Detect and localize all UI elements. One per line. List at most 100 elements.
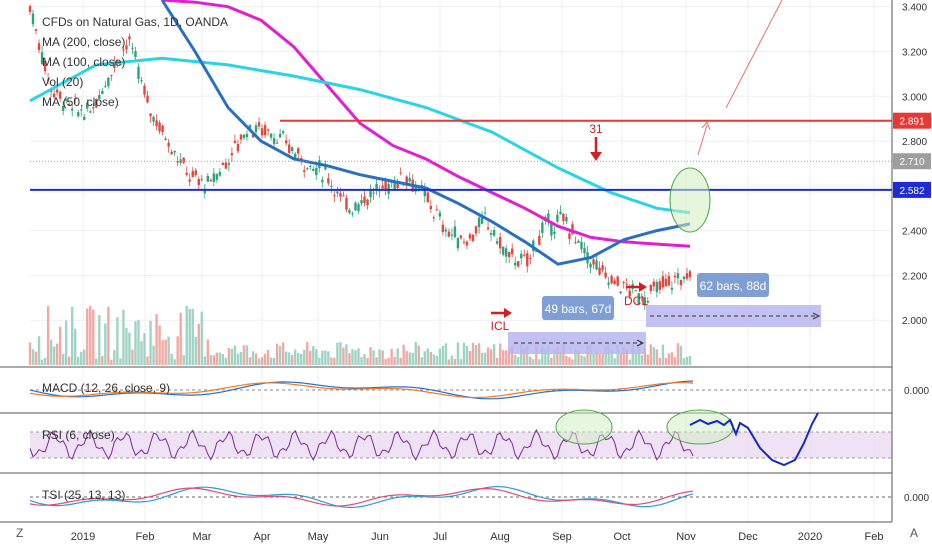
candle-body (354, 202, 357, 211)
callout-49-bars-bg (542, 296, 614, 320)
candle-body (541, 222, 544, 233)
volume-bar (333, 357, 336, 365)
candle-body (432, 217, 436, 219)
candle-body (152, 116, 155, 122)
arrow-icl-head (504, 308, 512, 318)
volume-bar (263, 353, 267, 365)
volume-bar (31, 349, 35, 365)
candle-body (275, 142, 279, 144)
candle-body (426, 192, 430, 203)
candle-body (333, 195, 336, 197)
label-31: 31 (589, 122, 603, 136)
candle-body (357, 204, 360, 211)
candle-body (658, 281, 662, 290)
volume-bar (86, 308, 89, 365)
volume-bar (164, 339, 167, 365)
candle-body (634, 290, 637, 292)
candle-body (393, 180, 396, 190)
volume-bar (574, 348, 577, 365)
volume-bar (444, 343, 448, 365)
candle-body (158, 122, 161, 132)
candle-body (161, 125, 164, 133)
volume-bar (450, 355, 454, 365)
volume-bar (182, 355, 185, 365)
volume-bar (517, 357, 520, 365)
macd-title: MACD (12, 26, close, 9) (42, 381, 170, 395)
volume-bar (601, 353, 604, 365)
x-tick-label: Mar (193, 531, 212, 543)
volume-bar (324, 350, 327, 365)
volume-bar (185, 305, 188, 365)
candle-body (327, 178, 330, 184)
candle-body (348, 209, 351, 213)
volume-bar (321, 350, 324, 365)
volume-bar (586, 345, 589, 365)
volume-bar (140, 341, 143, 365)
volume-bar (191, 308, 194, 365)
candle-body (486, 227, 490, 230)
candle-body (185, 172, 188, 175)
footer-left[interactable]: Z (16, 526, 23, 540)
x-axis-ticks: 2019 Feb Mar Apr May Jun Jul Aug Sep Oct Nov Dec 202… (71, 531, 884, 543)
candle-body (146, 95, 149, 103)
candle-body (556, 214, 559, 222)
candle-body (417, 188, 420, 190)
volume-bar (116, 317, 119, 365)
volume-bar (107, 306, 110, 365)
volume-bar (318, 357, 321, 365)
candle-body (83, 116, 86, 120)
y-tick-label: 2.200 (902, 271, 927, 282)
legend-symbol: CFDs on Natural Gas, 1D, OANDA (42, 15, 228, 29)
volume-bar (272, 357, 276, 365)
volume-bar (477, 343, 481, 365)
candle-body (688, 271, 692, 278)
candle-body (450, 234, 454, 236)
volume-bars (28, 305, 692, 365)
candle-body (574, 242, 577, 244)
price-tag-bg (893, 112, 931, 129)
candle-body (242, 134, 246, 138)
candle-body (233, 140, 237, 144)
candle-body (188, 179, 191, 182)
x-tick-label: Sep (552, 531, 572, 543)
volume-bar (327, 351, 330, 365)
rsi-ellipse-nov (666, 409, 734, 445)
volume-bar (495, 357, 499, 365)
candle-body (468, 234, 472, 239)
volume-bar (459, 359, 463, 365)
price-tag-bg (893, 181, 931, 198)
candle-body (529, 258, 532, 260)
candle-body (480, 215, 484, 224)
candle-body (137, 66, 140, 79)
volume-bar (426, 348, 430, 365)
volume-bar (239, 351, 243, 365)
volume-bar (523, 348, 526, 365)
volume-bar (559, 351, 562, 365)
candle-body (559, 211, 562, 215)
candle-body (248, 124, 252, 129)
y-tick-label: 2.800 (902, 137, 927, 148)
volume-bar (486, 347, 490, 365)
candle-body (287, 144, 291, 153)
rsi-line (29, 428, 694, 462)
volume-bar (453, 358, 457, 365)
volume-bar (227, 348, 231, 365)
volume-bar (67, 356, 71, 365)
volume-bar (143, 333, 146, 365)
volume-bar (405, 351, 408, 365)
candle-body (284, 140, 288, 144)
footer-right[interactable]: A (910, 526, 918, 540)
volume-bar (682, 358, 686, 365)
volume-bar (384, 358, 387, 365)
candle-body (366, 199, 369, 206)
rsi-projection-path (689, 412, 819, 467)
volume-bar (532, 359, 535, 365)
legend-vol: Vol (20) (42, 75, 83, 89)
label-dcl: DCL (624, 294, 648, 308)
volume-bar (369, 347, 372, 365)
candle-body (206, 175, 210, 182)
x-tick-label: May (308, 531, 329, 543)
candle-body (538, 235, 541, 245)
x-tick-label: Aug (490, 531, 510, 543)
